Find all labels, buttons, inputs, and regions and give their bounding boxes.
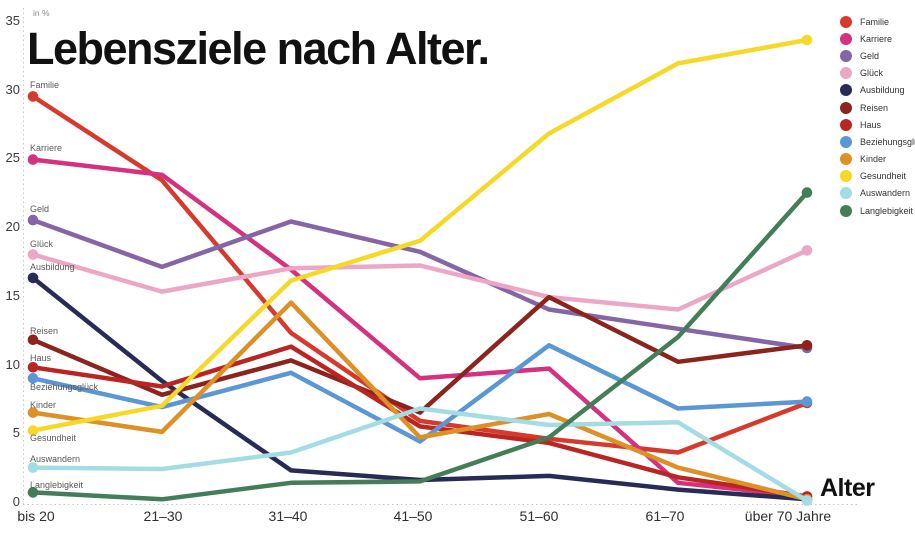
legend-label: Haus <box>860 119 882 130</box>
end-dot-Reisen <box>801 340 813 351</box>
start-dot-Karriere <box>27 154 39 165</box>
legend-label: Kinder <box>860 154 887 165</box>
end-dot-Gesundheit <box>801 34 813 46</box>
legend-item-Haus: Haus <box>840 116 915 133</box>
legend-item-Langlebigkeit: Langlebigkeit <box>840 202 915 219</box>
line-Reisen <box>30 294 810 415</box>
start-dot-Reisen <box>27 334 39 346</box>
legend-dot-icon <box>840 135 852 148</box>
x-tick-label: 31–40 <box>268 508 308 524</box>
y-tick-label: 35 <box>5 12 20 28</box>
y-tick-label: 15 <box>5 287 20 303</box>
x-tick-label: 41–50 <box>393 508 433 524</box>
series-label-Beziehungsglück: Beziehungsglück <box>30 382 99 393</box>
legend-item-Familie: Familie <box>840 13 915 30</box>
end-dot-Langlebigkeit <box>801 187 813 198</box>
series-label-Glück: Glück <box>30 238 54 249</box>
series-lines <box>27 34 813 506</box>
line-Familie <box>30 94 810 455</box>
legend-item-Gesundheit: Gesundheit <box>840 168 915 185</box>
legend-item-Reisen: Reisen <box>840 99 915 116</box>
line-Langlebigkeit <box>30 190 810 502</box>
line-Kinder <box>30 300 810 502</box>
start-dot-Ausbildung <box>27 272 39 284</box>
y-tick-label: 30 <box>5 81 20 97</box>
legend-label: Beziehungsglück <box>860 136 915 147</box>
start-dot-Gesundheit <box>27 425 39 436</box>
x-tick-label: 61–70 <box>645 508 685 524</box>
legend-item-Karriere: Karriere <box>840 30 915 47</box>
legend-label: Glück <box>860 68 884 79</box>
legend: Familie Karriere Geld Glück Ausbildung Reisen… <box>840 13 915 219</box>
start-dot-Geld <box>27 214 39 226</box>
legend-dot-icon <box>840 32 852 45</box>
legend-dot-icon <box>840 153 852 166</box>
legend-item-Beziehungsglück: Beziehungsglück <box>840 133 915 150</box>
start-dot-Haus <box>27 362 39 373</box>
y-axis-unit-label: in % <box>33 8 50 18</box>
start-dot-Kinder <box>27 407 39 418</box>
line-Haus <box>30 344 810 499</box>
x-axis-title: Alter <box>820 474 875 502</box>
series-label-Familie: Familie <box>30 80 60 91</box>
legend-dot-icon <box>840 67 852 80</box>
series-label-Geld: Geld <box>30 204 50 215</box>
start-dot-Langlebigkeit <box>27 487 39 498</box>
legend-dot-icon <box>840 101 852 114</box>
legend-dot-icon <box>840 118 852 131</box>
end-dot-Beziehungsglück <box>801 396 813 407</box>
legend-dot-icon <box>840 49 852 62</box>
x-tick-label: 21–30 <box>143 508 183 524</box>
x-tick-label: bis 20 <box>17 508 55 524</box>
legend-label: Geld <box>860 50 880 61</box>
series-label-Ausbildung: Ausbildung <box>30 261 75 272</box>
end-dot-Auswandern <box>801 495 813 506</box>
line-Auswandern <box>30 406 810 503</box>
start-dot-Beziehungsglück <box>27 373 39 384</box>
series-label-Langlebigkeit: Langlebigkeit <box>30 480 84 491</box>
line-Karriere <box>30 157 810 499</box>
legend-item-Glück: Glück <box>840 65 915 82</box>
legend-dot-icon <box>840 84 852 97</box>
legend-item-Ausbildung: Ausbildung <box>840 82 915 99</box>
y-tick-label: 20 <box>5 219 20 234</box>
legend-item-Auswandern: Auswandern <box>840 185 915 202</box>
start-dot-Glück <box>27 249 39 260</box>
y-tick-label: 25 <box>5 150 20 166</box>
line-Geld <box>30 217 810 351</box>
legend-item-Geld: Geld <box>840 47 915 64</box>
legend-label: Auswandern <box>860 188 911 199</box>
series-label-Haus: Haus <box>30 353 52 364</box>
series-label-Auswandern: Auswandern <box>30 453 81 464</box>
legend-dot-icon <box>840 204 852 217</box>
x-tick-label: über 70 Jahre <box>744 508 832 524</box>
legend-item-Kinder: Kinder <box>840 151 915 168</box>
start-dot-Auswandern <box>27 462 39 473</box>
y-tick-label: 0 <box>12 494 20 509</box>
legend-label: Ausbildung <box>860 85 905 96</box>
start-dot-Familie <box>27 91 39 102</box>
chart-title: Lebensziele nach Alter. <box>27 23 490 74</box>
legend-label: Reisen <box>860 102 889 113</box>
line-Glück <box>30 248 810 312</box>
legend-label: Langlebigkeit <box>860 205 914 216</box>
legend-dot-icon <box>840 15 852 28</box>
x-tick-label: 51–60 <box>519 508 559 524</box>
series-label-Kinder: Kinder <box>30 399 57 410</box>
line-Gesundheit <box>30 37 810 433</box>
series-label-Gesundheit: Gesundheit <box>30 432 77 443</box>
y-tick-label: 10 <box>5 356 20 372</box>
legend-label: Karriere <box>860 33 893 44</box>
legend-dot-icon <box>840 187 852 200</box>
series-label-Reisen: Reisen <box>30 325 59 336</box>
legend-label: Gesundheit <box>860 171 907 182</box>
legend-dot-icon <box>840 170 852 183</box>
end-dot-Glück <box>801 245 813 256</box>
legend-label: Familie <box>860 16 890 27</box>
y-tick-label: 5 <box>12 425 20 441</box>
series-label-Karriere: Karriere <box>30 142 63 153</box>
